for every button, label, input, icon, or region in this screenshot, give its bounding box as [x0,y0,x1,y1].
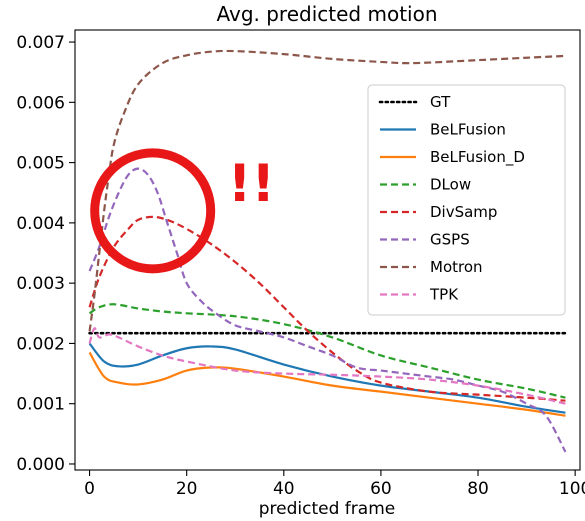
series-line-divsamp [88,215,566,402]
x-tick-label: 40 [273,479,295,499]
legend-entry: BeLFusion [430,121,506,139]
y-tick-label: 0.006 [16,93,65,113]
legend-entry: GSPS [430,231,470,249]
plot-area [88,49,567,453]
y-tick-label: 0.000 [16,455,65,475]
annotation-exclamation: !! [228,154,275,214]
y-tick-label: 0.001 [16,395,65,415]
y-tick-label: 0.002 [16,334,65,354]
x-axis-label: predicted frame [259,499,395,519]
legend-entry: GT [430,93,451,111]
legend-entry: Motron [430,258,483,276]
legend-entry: DivSamp [430,203,497,221]
x-tick-label: 20 [176,479,198,499]
series-line-tpk [88,327,566,405]
legend-box [367,84,566,316]
y-tick-label: 0.005 [16,154,65,174]
legend-entry: BeLFusion_D [430,148,525,167]
x-tick-label: 100 [559,479,585,499]
series-line-dlow [88,303,566,399]
series-line-belfusion [88,342,566,414]
highlight-circle [90,148,216,274]
legend-entry: DLow [430,176,471,194]
annotation: !! [90,148,275,274]
y-tick-label: 0.007 [16,33,65,53]
series-line-gsps [88,167,567,453]
x-tick-label: 60 [370,479,392,499]
axes: 0 20 40 60 80 100 0.000 0.001 0.002 0.003 0.004 0.0… [16,29,585,499]
legend-entry: TPK [429,286,459,304]
legend: GT BeLFusion BeLFusion_D DLow DivSamp GSPS Mot… [367,84,566,316]
series-line-motron [88,49,566,332]
y-tick-label: 0.004 [16,214,65,234]
x-tick-label: 0 [84,479,95,499]
plot-frame [74,29,581,471]
series-line-belfusion-d [88,351,566,417]
x-tick-label: 80 [467,479,489,499]
y-tick-label: 0.003 [16,274,65,294]
chart-title: Avg. predicted motion [216,2,437,26]
